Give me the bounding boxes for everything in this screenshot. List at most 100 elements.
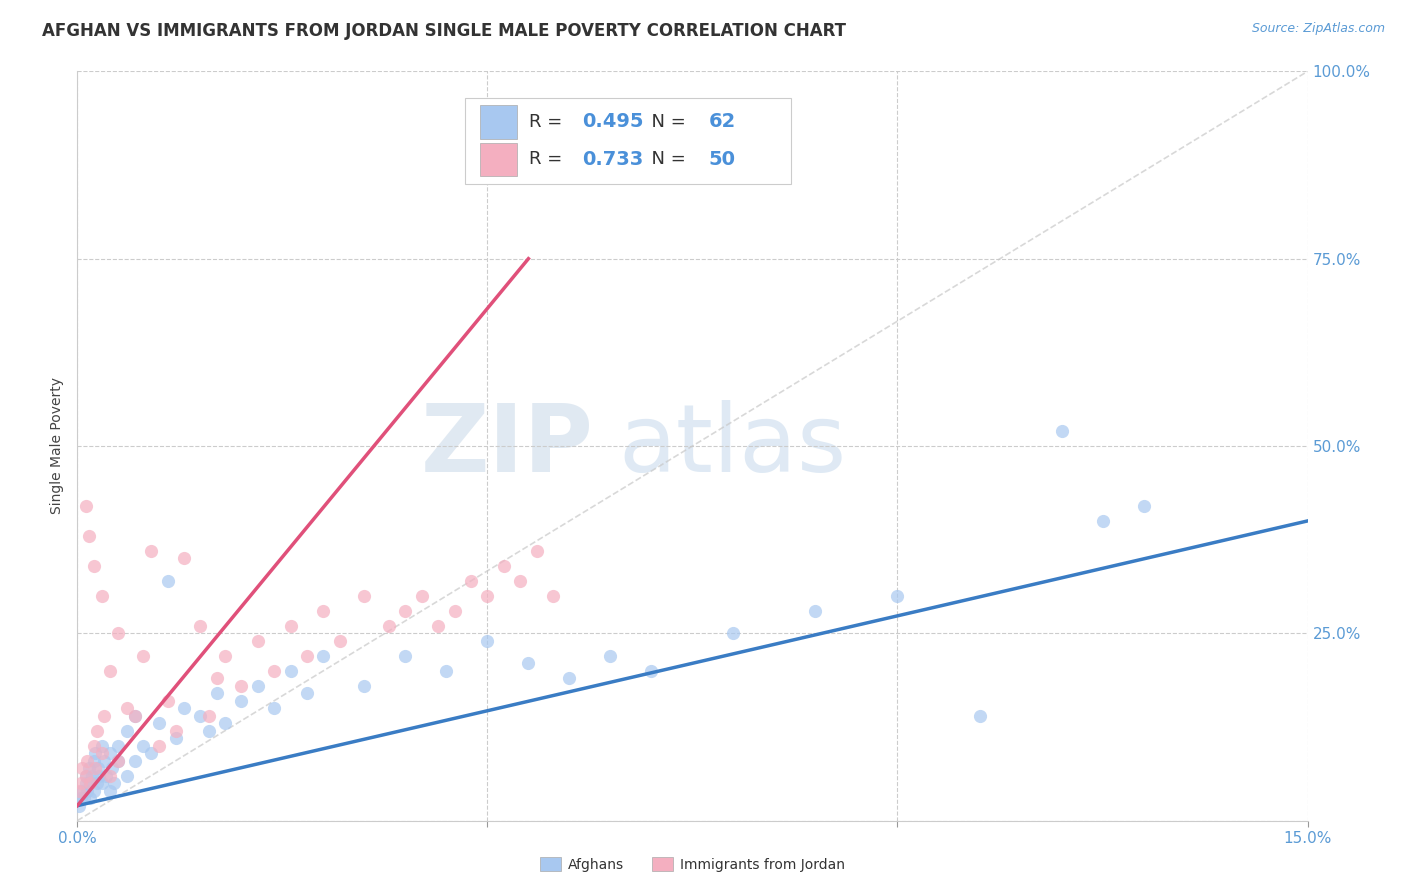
Point bbox=[295, 686, 318, 700]
Point bbox=[101, 761, 124, 775]
Point bbox=[83, 783, 105, 797]
Point bbox=[83, 754, 105, 768]
Point bbox=[75, 776, 97, 790]
Point bbox=[353, 589, 375, 603]
Point bbox=[107, 754, 129, 768]
Point bbox=[90, 739, 114, 753]
Point bbox=[509, 574, 531, 588]
Point bbox=[558, 671, 581, 685]
Point bbox=[148, 739, 170, 753]
Point bbox=[67, 798, 90, 813]
Point bbox=[77, 761, 100, 775]
Point bbox=[263, 664, 285, 678]
Point bbox=[73, 791, 96, 805]
Point bbox=[173, 551, 195, 566]
Text: atlas: atlas bbox=[619, 400, 846, 492]
Text: 0.733: 0.733 bbox=[582, 150, 643, 169]
Point bbox=[231, 679, 253, 693]
Point bbox=[329, 633, 352, 648]
Point bbox=[82, 769, 104, 783]
Point bbox=[132, 739, 155, 753]
Point bbox=[86, 723, 108, 738]
Point bbox=[90, 589, 114, 603]
Point bbox=[75, 769, 97, 783]
Point bbox=[214, 648, 236, 663]
Point bbox=[492, 558, 515, 573]
FancyBboxPatch shape bbox=[465, 97, 792, 184]
Point bbox=[886, 589, 908, 603]
Point bbox=[214, 716, 236, 731]
Point bbox=[141, 746, 163, 760]
Point bbox=[165, 731, 187, 746]
Point bbox=[103, 776, 125, 790]
Point bbox=[197, 708, 219, 723]
Point bbox=[280, 664, 302, 678]
Point bbox=[83, 558, 105, 573]
Point bbox=[205, 671, 228, 685]
Point bbox=[70, 761, 93, 775]
Point bbox=[115, 701, 138, 715]
Point bbox=[124, 708, 146, 723]
Point bbox=[86, 776, 108, 790]
Point bbox=[477, 589, 499, 603]
Point bbox=[526, 544, 548, 558]
Point bbox=[246, 679, 269, 693]
Point bbox=[98, 769, 121, 783]
Point bbox=[115, 769, 138, 783]
Point bbox=[394, 648, 416, 663]
Point bbox=[77, 529, 100, 543]
Legend: Afghans, Immigrants from Jordan: Afghans, Immigrants from Jordan bbox=[534, 852, 851, 878]
FancyBboxPatch shape bbox=[479, 143, 516, 177]
Point bbox=[1132, 499, 1154, 513]
Point bbox=[427, 619, 450, 633]
Point bbox=[378, 619, 401, 633]
Point bbox=[98, 664, 121, 678]
Point bbox=[84, 761, 107, 775]
Y-axis label: Single Male Poverty: Single Male Poverty bbox=[51, 377, 65, 515]
Point bbox=[1050, 424, 1073, 438]
Point bbox=[124, 754, 146, 768]
Text: 50: 50 bbox=[709, 150, 735, 169]
Point bbox=[87, 769, 110, 783]
Text: N =: N = bbox=[640, 112, 692, 130]
Point bbox=[599, 648, 621, 663]
Point bbox=[76, 754, 98, 768]
Point bbox=[173, 701, 195, 715]
Point bbox=[132, 648, 155, 663]
Point bbox=[394, 604, 416, 618]
Point bbox=[312, 604, 335, 618]
Point bbox=[83, 739, 105, 753]
Text: 0.495: 0.495 bbox=[582, 112, 643, 131]
Point bbox=[79, 791, 101, 805]
Point bbox=[107, 754, 129, 768]
Text: 62: 62 bbox=[709, 112, 735, 131]
Point bbox=[477, 633, 499, 648]
Point bbox=[76, 783, 98, 797]
Text: Source: ZipAtlas.com: Source: ZipAtlas.com bbox=[1251, 22, 1385, 36]
Point bbox=[93, 754, 115, 768]
Point bbox=[107, 739, 129, 753]
Point bbox=[94, 769, 117, 783]
Point bbox=[188, 708, 212, 723]
Point bbox=[804, 604, 827, 618]
Point bbox=[205, 686, 228, 700]
Point bbox=[436, 664, 458, 678]
Point bbox=[197, 723, 219, 738]
Point bbox=[90, 776, 114, 790]
Point bbox=[98, 746, 121, 760]
Point bbox=[124, 708, 146, 723]
Point bbox=[70, 783, 93, 797]
Point bbox=[79, 776, 101, 790]
Point bbox=[90, 746, 114, 760]
Text: R =: R = bbox=[529, 112, 568, 130]
Point bbox=[460, 574, 482, 588]
Point bbox=[411, 589, 433, 603]
Point bbox=[69, 791, 91, 805]
Point bbox=[156, 574, 179, 588]
Point bbox=[231, 694, 253, 708]
Point bbox=[723, 626, 745, 640]
Point bbox=[148, 716, 170, 731]
Point bbox=[75, 499, 97, 513]
Text: AFGHAN VS IMMIGRANTS FROM JORDAN SINGLE MALE POVERTY CORRELATION CHART: AFGHAN VS IMMIGRANTS FROM JORDAN SINGLE … bbox=[42, 22, 846, 40]
Point bbox=[141, 544, 163, 558]
